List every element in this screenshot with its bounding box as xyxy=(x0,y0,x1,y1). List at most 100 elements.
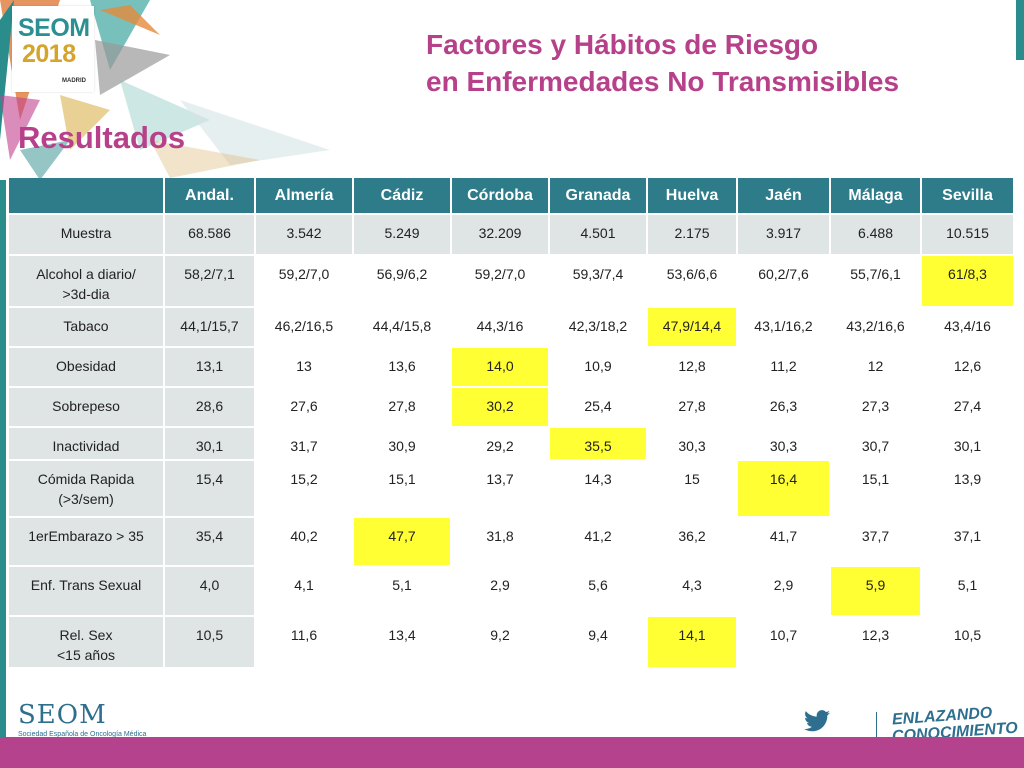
highlighted-cell: 61/8,3 xyxy=(922,256,1013,306)
table-cell: 10,7 xyxy=(738,617,829,667)
table-cell: 59,2/7,0 xyxy=(256,256,352,306)
row-label: Enf. Trans Sexual xyxy=(9,567,163,615)
highlighted-cell: 14,1 xyxy=(648,617,736,667)
table-cell: 36,2 xyxy=(648,518,736,565)
table-row: Alcohol a diario/>3d-dia 58,2/7,1 59,2/7,0… xyxy=(9,256,1013,306)
logo-city: MADRID xyxy=(62,78,86,84)
left-accent-stripe xyxy=(0,180,6,740)
results-table: Andal. Almería Cádiz Córdoba Granada Huelva Ja… xyxy=(7,176,1015,669)
table-cell: 44,3/16 xyxy=(452,308,548,346)
table-cell: 26,3 xyxy=(738,388,829,426)
header-cell: Huelva xyxy=(648,178,736,213)
highlighted-cell: 5,9 xyxy=(831,567,920,615)
table-cell: 29,2 xyxy=(452,428,548,459)
table-cell: 15,1 xyxy=(831,461,920,516)
twitter-icon[interactable] xyxy=(804,710,830,732)
table-cell: 13,1 xyxy=(165,348,254,386)
table-cell: 30,1 xyxy=(922,428,1013,459)
table-cell: 5,1 xyxy=(922,567,1013,615)
table-cell: 12,6 xyxy=(922,348,1013,386)
table-row: Rel. Sex <15 años 10,5 11,6 13,4 9,2 9,4 14,1 10… xyxy=(9,617,1013,667)
table-cell: 5,1 xyxy=(354,567,450,615)
table-cell: 13 xyxy=(256,348,352,386)
table-cell: 59,2/7,0 xyxy=(452,256,548,306)
highlighted-cell: 14,0 xyxy=(452,348,548,386)
table-cell: 44,4/15,8 xyxy=(354,308,450,346)
table-cell: 4,0 xyxy=(165,567,254,615)
table-cell: 5.249 xyxy=(354,215,450,254)
header-cell: Sevilla xyxy=(922,178,1013,213)
header-cell-empty xyxy=(9,178,163,213)
table-cell: 46,2/16,5 xyxy=(256,308,352,346)
table-cell: 28,6 xyxy=(165,388,254,426)
table-cell: 12,8 xyxy=(648,348,736,386)
title-line-2: en Enfermedades No Transmisibles xyxy=(426,66,900,97)
table-cell: 2.175 xyxy=(648,215,736,254)
table-cell: 4.501 xyxy=(550,215,646,254)
logo-name: SEOM xyxy=(18,14,90,42)
row-label: 1erEmbarazo > 35 xyxy=(9,518,163,565)
header-cell: Cádiz xyxy=(354,178,450,213)
logo-year: 2018 xyxy=(22,40,76,68)
table-cell: 9,4 xyxy=(550,617,646,667)
header-cell: Córdoba xyxy=(452,178,548,213)
table-cell: 2,9 xyxy=(738,567,829,615)
table-cell: 43,4/16 xyxy=(922,308,1013,346)
table-row: Sobrepeso 28,6 27,6 27,8 30,2 25,4 27,8 26,3 27,… xyxy=(9,388,1013,426)
table-cell: 35,4 xyxy=(165,518,254,565)
table-cell: 27,4 xyxy=(922,388,1013,426)
footer-bar xyxy=(0,737,1024,768)
table-cell: 53,6/6,6 xyxy=(648,256,736,306)
header-cell: Granada xyxy=(550,178,646,213)
table-header-row: Andal. Almería Cádiz Córdoba Granada Huelva Ja… xyxy=(9,178,1013,213)
table-cell: 10,9 xyxy=(550,348,646,386)
footer-divider xyxy=(876,712,877,738)
footer-seom-logo: SEOM xyxy=(18,700,107,730)
table-cell: 41,2 xyxy=(550,518,646,565)
table-cell: 60,2/7,6 xyxy=(738,256,829,306)
table-cell: 4,1 xyxy=(256,567,352,615)
table-cell: 14,3 xyxy=(550,461,646,516)
table-row: 1erEmbarazo > 35 35,4 40,2 47,7 31,8 41,2 36,2… xyxy=(9,518,1013,565)
table-cell: 56,9/6,2 xyxy=(354,256,450,306)
slide-title: Factores y Hábitos de Riesgo en Enfermed… xyxy=(426,26,899,100)
table-cell: 31,7 xyxy=(256,428,352,459)
table-cell: 41,7 xyxy=(738,518,829,565)
table-row: Tabaco 44,1/15,7 46,2/16,5 44,4/15,8 44,3/16… xyxy=(9,308,1013,346)
table-cell: 40,2 xyxy=(256,518,352,565)
table-cell: 58,2/7,1 xyxy=(165,256,254,306)
table-cell: 27,3 xyxy=(831,388,920,426)
section-heading: Resultados xyxy=(18,120,186,155)
table-cell: 44,1/15,7 xyxy=(165,308,254,346)
table-cell: 10,5 xyxy=(922,617,1013,667)
header-cell: Jaén xyxy=(738,178,829,213)
row-label: Sobrepeso xyxy=(9,388,163,426)
row-label: Muestra xyxy=(9,215,163,254)
table-cell: 12,3 xyxy=(831,617,920,667)
header-cell: Andal. xyxy=(165,178,254,213)
table-cell: 11,2 xyxy=(738,348,829,386)
table-cell: 5,6 xyxy=(550,567,646,615)
row-label: Alcohol a diario/>3d-dia xyxy=(9,256,163,306)
table-row: Muestra 68.586 3.542 5.249 32.209 4.501 2.175 3… xyxy=(9,215,1013,254)
table-cell: 13,4 xyxy=(354,617,450,667)
table-cell: 30,7 xyxy=(831,428,920,459)
right-accent-stripe xyxy=(1016,0,1024,60)
table-row: Inactividad 30,1 31,7 30,9 29,2 35,5 30,3 30,3 3… xyxy=(9,428,1013,459)
table-cell: 27,8 xyxy=(354,388,450,426)
table-cell: 6.488 xyxy=(831,215,920,254)
row-label: Rel. Sex <15 años xyxy=(9,617,163,667)
row-label: Inactividad xyxy=(9,428,163,459)
table-cell: 68.586 xyxy=(165,215,254,254)
table-cell: 37,7 xyxy=(831,518,920,565)
highlighted-cell: 47,7 xyxy=(354,518,450,565)
table-cell: 30,1 xyxy=(165,428,254,459)
table-cell: 43,1/16,2 xyxy=(738,308,829,346)
header-cell: Almería xyxy=(256,178,352,213)
table-cell: 15,4 xyxy=(165,461,254,516)
highlighted-cell: 30,2 xyxy=(452,388,548,426)
table-row: Cómida Rapida (>3/sem) 15,4 15,2 15,1 13,7 14,… xyxy=(9,461,1013,516)
row-label: Obesidad xyxy=(9,348,163,386)
table-cell: 3.542 xyxy=(256,215,352,254)
table-cell: 27,6 xyxy=(256,388,352,426)
